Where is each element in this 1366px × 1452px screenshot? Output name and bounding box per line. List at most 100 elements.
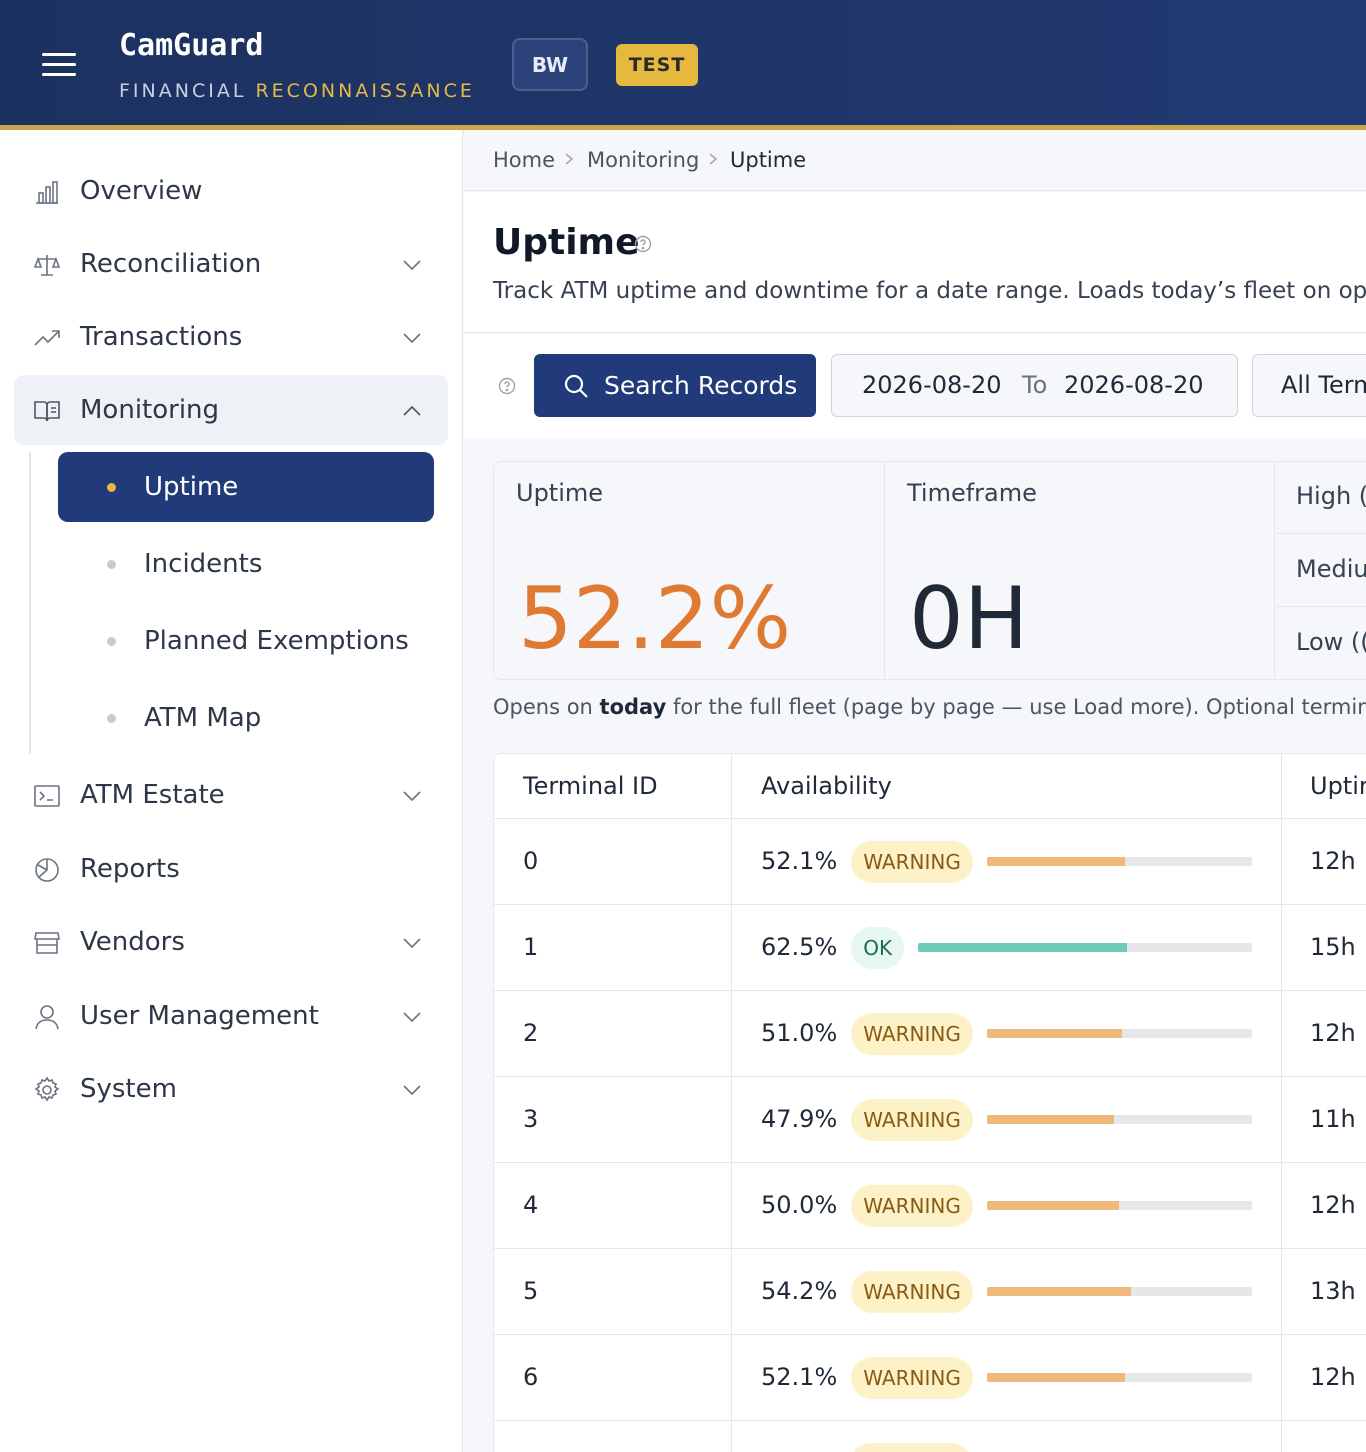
sidebar: Overview Reconciliation Transactions Mon… xyxy=(0,130,463,1452)
column-header-availability[interactable]: Availability xyxy=(761,772,892,800)
sidebar-item-label: Overview xyxy=(80,176,203,206)
book-icon xyxy=(34,401,60,422)
submenu-guide-line xyxy=(29,452,31,754)
bullet-dot-icon xyxy=(107,637,116,646)
table-row[interactable]: 3 47.9% WARNING 11h : xyxy=(494,1077,1366,1163)
severity-medium[interactable]: Mediu xyxy=(1276,535,1366,607)
availability-bar-fill xyxy=(986,1115,1114,1124)
status-badge: WARNING xyxy=(851,1271,973,1313)
stat-label: Timeframe xyxy=(907,479,1037,507)
chevron-right-icon xyxy=(709,153,718,165)
cell-availability-percent: 52.1% xyxy=(761,847,838,875)
stat-card-uptime: Uptime 52.2% xyxy=(494,462,885,679)
sidebar-item-transactions[interactable]: Transactions xyxy=(14,302,448,372)
sidebar-item-label: Vendors xyxy=(80,927,185,957)
help-icon[interactable] xyxy=(634,235,652,253)
breadcrumb-monitoring[interactable]: Monitoring xyxy=(587,148,700,172)
date-to[interactable]: 2026-08-20 xyxy=(1064,371,1204,399)
cell-uptime: 12h : xyxy=(1310,1191,1366,1219)
search-records-button[interactable]: Search Records xyxy=(534,354,816,417)
chevron-right-icon xyxy=(565,153,574,165)
cell-uptime: 12h : xyxy=(1310,1363,1366,1391)
status-badge: WARNING xyxy=(851,1185,973,1227)
sidebar-item-overview[interactable]: Overview xyxy=(14,156,448,226)
availability-bar xyxy=(986,1201,1252,1210)
sidebar-subitem-atm-map[interactable]: ATM Map xyxy=(58,683,434,753)
availability-bar xyxy=(918,943,1252,952)
breadcrumb: Home Monitoring Uptime xyxy=(464,130,1366,191)
column-header-uptime[interactable]: Uptir xyxy=(1310,772,1366,800)
column-divider xyxy=(1281,754,1282,1452)
cell-availability-percent: 47.9% xyxy=(761,1105,838,1133)
status-badge: WARNING xyxy=(850,1443,972,1452)
breadcrumb-home[interactable]: Home xyxy=(493,148,556,172)
column-header-terminal-id[interactable]: Terminal ID xyxy=(523,772,658,800)
column-divider xyxy=(731,754,732,1452)
country-switcher[interactable]: BW xyxy=(512,38,588,91)
status-badge: WARNING xyxy=(851,841,973,883)
cell-availability-percent: 50.0% xyxy=(761,1191,838,1219)
availability-bar-fill xyxy=(986,1287,1131,1296)
note-suffix: for the full fleet (page by page — use L… xyxy=(666,695,1366,719)
sidebar-subitem-planned-exemptions[interactable]: Planned Exemptions xyxy=(58,606,434,676)
severity-label: Low (( xyxy=(1296,628,1366,656)
status-badge: WARNING xyxy=(851,1013,973,1055)
sidebar-item-vendors[interactable]: Vendors xyxy=(14,907,448,977)
sidebar-subitem-incidents[interactable]: Incidents xyxy=(58,529,434,599)
sidebar-item-label: User Management xyxy=(80,1001,319,1031)
sidebar-subitem-label: Uptime xyxy=(144,472,239,502)
chevron-down-icon xyxy=(403,1085,421,1096)
note-bold: today xyxy=(599,695,667,719)
brand-title: CamGuard xyxy=(119,28,264,63)
table-row[interactable]: 5 54.2% WARNING 13h : xyxy=(494,1249,1366,1335)
date-from[interactable]: 2026-08-20 xyxy=(862,371,1002,399)
availability-bar xyxy=(986,1115,1252,1124)
help-icon[interactable] xyxy=(498,377,516,395)
sidebar-item-label: Monitoring xyxy=(80,395,220,425)
availability-bar xyxy=(986,857,1252,866)
severity-high[interactable]: High ( xyxy=(1276,462,1366,534)
sidebar-item-label: Reports xyxy=(80,854,180,884)
bar-chart-icon xyxy=(36,181,58,204)
sidebar-item-reports[interactable]: Reports xyxy=(14,834,448,904)
bullet-dot-icon xyxy=(107,560,116,569)
chevron-down-icon xyxy=(403,260,421,271)
table-row[interactable]: 2 51.0% WARNING 12h : xyxy=(494,991,1366,1077)
availability-bar-fill xyxy=(986,1029,1123,1038)
stat-label: Uptime xyxy=(516,479,604,507)
sidebar-item-system[interactable]: System xyxy=(14,1054,448,1124)
main-content: Home Monitoring Uptime Uptime Track ATM … xyxy=(464,130,1366,1452)
terminal-filter-select[interactable]: All Term xyxy=(1252,354,1366,417)
sidebar-subitem-label: Planned Exemptions xyxy=(144,626,409,656)
table-row[interactable]: 6 52.1% WARNING 12h : xyxy=(494,1335,1366,1421)
pie-chart-icon xyxy=(35,858,59,882)
sidebar-subitem-uptime[interactable]: Uptime xyxy=(58,452,434,522)
date-range-picker[interactable]: 2026-08-20 To 2026-08-20 xyxy=(831,354,1238,417)
table-row[interactable]: 1 62.5% OK 15h : xyxy=(494,905,1366,991)
terminal-filter-value: All Term xyxy=(1281,371,1366,399)
user-icon xyxy=(35,1005,59,1030)
status-badge: OK xyxy=(851,927,905,969)
uptime-table: Terminal ID Availability Uptir 0 52.1% WAR… xyxy=(493,753,1366,1452)
chevron-down-icon xyxy=(403,1012,421,1023)
sidebar-item-user-management[interactable]: User Management xyxy=(14,981,448,1051)
terminal-icon xyxy=(34,785,60,807)
scale-icon xyxy=(33,255,61,276)
page-header: Uptime Track ATM uptime and downtime for… xyxy=(464,192,1366,333)
table-row[interactable]: 4 50.0% WARNING 12h : xyxy=(494,1163,1366,1249)
cell-terminal-id: 6 xyxy=(523,1363,539,1391)
table-row[interactable]: WARNING xyxy=(494,1421,1366,1452)
cell-uptime: 11h : xyxy=(1310,1105,1366,1133)
bullet-dot-icon xyxy=(107,483,116,492)
chevron-down-icon xyxy=(403,333,421,344)
menu-icon[interactable] xyxy=(42,50,76,78)
sidebar-item-atm-estate[interactable]: ATM Estate xyxy=(14,760,448,830)
page-description: Track ATM uptime and downtime for a date… xyxy=(493,278,1366,304)
severity-low[interactable]: Low (( xyxy=(1276,608,1366,680)
sidebar-item-reconciliation[interactable]: Reconciliation xyxy=(14,229,448,299)
sidebar-item-monitoring[interactable]: Monitoring xyxy=(14,375,448,445)
brand-subtitle: FINANCIAL RECONNAISSANCE xyxy=(119,80,475,102)
stat-value: 52.2% xyxy=(518,569,792,669)
cell-availability-percent: 62.5% xyxy=(761,933,838,961)
table-row[interactable]: 0 52.1% WARNING 12h : xyxy=(494,819,1366,905)
